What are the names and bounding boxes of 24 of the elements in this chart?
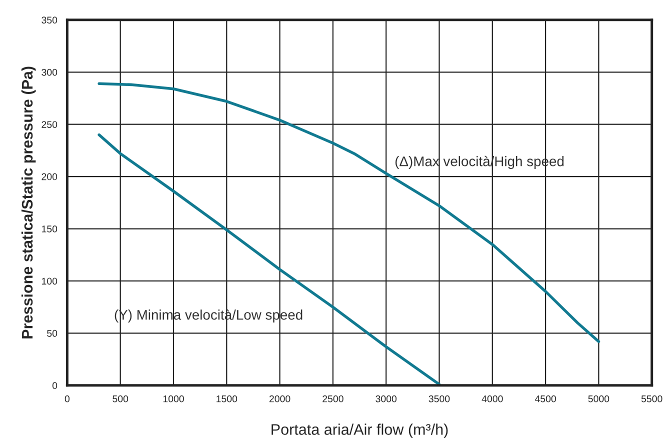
x-tick-label: 2500 [322, 395, 344, 402]
x-tick-label: 4500 [534, 395, 556, 402]
x-tick-label: 3000 [376, 395, 397, 402]
x-tick-label: 5000 [588, 395, 610, 402]
y-tick-label: 0 [52, 382, 58, 390]
x-tick-label: 2000 [269, 395, 290, 402]
y-tick-label: 350 [42, 16, 58, 24]
y-tick-label: 200 [42, 173, 58, 180]
x-axis-title: Portata aria/Air flow (m³/h) [272, 424, 448, 438]
x-tick-label: 5500 [641, 395, 662, 402]
line-series [98, 133, 441, 386]
y-tick-label: 250 [42, 121, 58, 128]
y-tick-label: 300 [42, 68, 58, 76]
y-tick-label: 50 [47, 330, 58, 337]
x-tick-label: 500 [112, 395, 128, 402]
x-tick-label: 1500 [216, 395, 238, 402]
x-tick-label: 3500 [428, 395, 450, 402]
x-tick-label: 0 [64, 395, 70, 402]
x-tick-label: 4000 [482, 395, 503, 402]
y-tick-label: 150 [42, 226, 58, 232]
y-tick-label: 100 [42, 278, 58, 285]
line-series [98, 82, 600, 343]
y-axis-title: Pressione statica/Static pressure (Pa) [21, 66, 36, 338]
x-tick-label: 1000 [163, 395, 184, 402]
